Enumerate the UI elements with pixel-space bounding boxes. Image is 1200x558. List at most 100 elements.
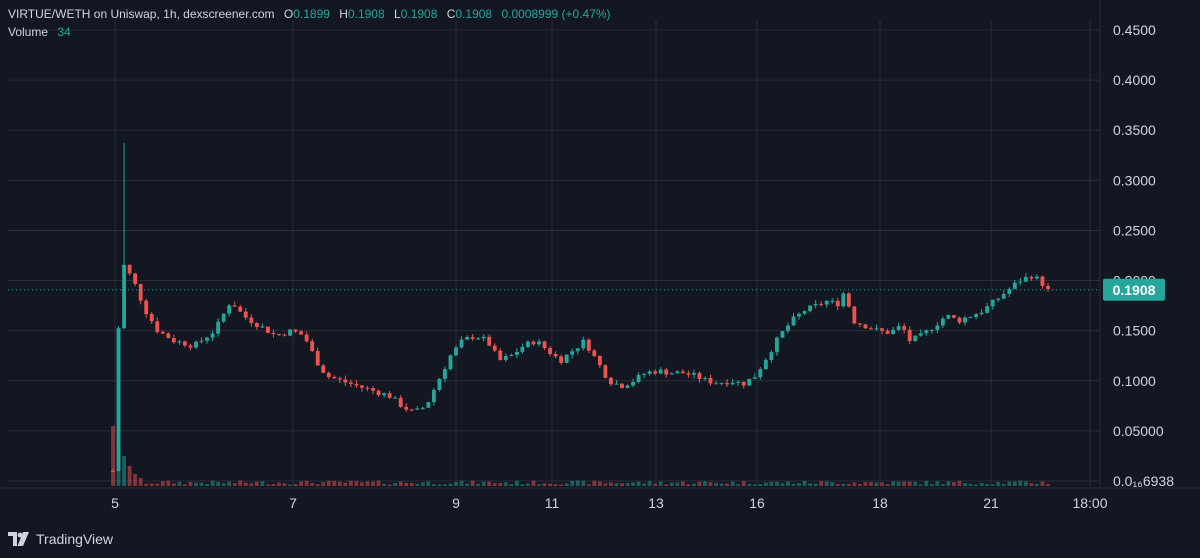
volume-bar — [1023, 481, 1028, 486]
volume-bar — [171, 483, 176, 486]
volume-bar — [160, 481, 165, 486]
volume-bar — [824, 481, 829, 486]
candle-body — [675, 371, 680, 374]
x-tick-label: 16 — [749, 495, 765, 511]
y-tick-label: 0.3000 — [1113, 172, 1156, 188]
volume-bar — [371, 481, 375, 486]
candle-body — [288, 329, 292, 336]
candle-body — [597, 355, 602, 366]
volume-bar — [808, 483, 813, 486]
volume-bar — [885, 484, 890, 486]
candle-body — [669, 373, 674, 375]
candle-body — [470, 337, 475, 339]
volume-bar — [852, 482, 857, 486]
candle-body — [725, 383, 730, 385]
candle-body — [1007, 288, 1012, 294]
volume-label: Volume — [8, 25, 49, 39]
volume-bar — [946, 481, 951, 486]
volume-bar — [404, 482, 409, 486]
candle-body — [913, 335, 918, 342]
volume-bar — [133, 474, 138, 486]
volume-bar — [896, 481, 901, 486]
candle-body — [426, 402, 431, 408]
candle-body — [581, 339, 586, 349]
candle-body — [891, 329, 896, 334]
candle-body — [194, 341, 198, 348]
last-price-label: 0.1908 — [1113, 282, 1156, 298]
candle-body — [730, 382, 735, 385]
volume-bar — [763, 482, 768, 486]
volume-bar — [315, 484, 320, 486]
candle-body — [354, 383, 359, 386]
volume-bar — [592, 480, 597, 486]
candle-body — [326, 372, 331, 377]
candle-body — [1018, 281, 1023, 283]
volume-bar — [271, 483, 276, 486]
candle-body — [332, 376, 337, 379]
volume-bar — [974, 484, 979, 486]
candle-body — [852, 306, 857, 324]
volume-bar — [481, 481, 486, 486]
y-tick-label: 0.4500 — [1113, 22, 1156, 38]
candle-body — [703, 377, 707, 380]
volume-bar — [902, 481, 907, 486]
volume-bar — [548, 483, 552, 486]
candle-body — [653, 371, 658, 374]
volume-bar — [968, 483, 973, 486]
candle-body — [835, 300, 840, 307]
volume-bar — [952, 482, 956, 486]
y-tick-label: 0.4000 — [1113, 72, 1156, 88]
volume-bar — [863, 482, 868, 486]
candle-body — [603, 365, 608, 378]
y-tick-label: 0.0₁₆6938 — [1113, 473, 1174, 489]
volume-bar — [913, 481, 918, 486]
volume-bar — [1007, 481, 1012, 486]
candle-body — [437, 378, 442, 390]
x-tick-label: 18 — [872, 495, 888, 511]
volume-bar — [465, 483, 470, 486]
volume-bar — [996, 481, 1001, 486]
volume-bar — [288, 484, 292, 486]
candle-body — [957, 317, 962, 323]
candle-body — [216, 321, 221, 334]
tradingview-branding[interactable]: TradingView — [8, 528, 113, 550]
volume-bar — [459, 480, 464, 486]
volume-bar — [376, 480, 381, 486]
change-value: 0.0008999 (+0.47%) — [501, 7, 611, 21]
volume-bar — [631, 482, 635, 486]
volume-bar — [265, 484, 270, 486]
candle-body — [122, 264, 126, 329]
candle-body — [465, 337, 470, 340]
candle-body — [1040, 276, 1045, 286]
candle-body — [321, 365, 326, 373]
volume-bar — [570, 481, 575, 486]
volume-bar — [177, 481, 182, 486]
volume-bar — [503, 482, 508, 486]
candle-body — [963, 317, 967, 323]
candle-body — [880, 328, 884, 331]
candle-body — [1035, 276, 1039, 279]
volume-bar — [891, 481, 896, 486]
volume-bar — [625, 482, 630, 486]
volume-bar — [426, 481, 431, 486]
volume-bar — [636, 481, 641, 486]
volume-bar — [647, 481, 652, 486]
candle-body — [448, 355, 453, 370]
candle-body — [946, 315, 951, 319]
candle-body — [1023, 276, 1028, 282]
volume-bar — [769, 481, 774, 486]
candle-body — [182, 341, 187, 346]
volume-bar — [924, 480, 929, 486]
candle-body — [620, 383, 624, 388]
volume-bar — [409, 482, 414, 486]
candle-body — [979, 312, 984, 315]
candle-body — [680, 371, 685, 374]
volume-bar — [835, 484, 840, 486]
volume-bar — [337, 481, 342, 486]
candle-body — [736, 381, 741, 383]
candle-body — [271, 332, 276, 335]
volume-bar — [393, 482, 398, 486]
symbol-title: VIRTUE/WETH on Uniswap, 1h, dexscreener.… — [8, 7, 275, 21]
volume-bar — [498, 482, 503, 486]
